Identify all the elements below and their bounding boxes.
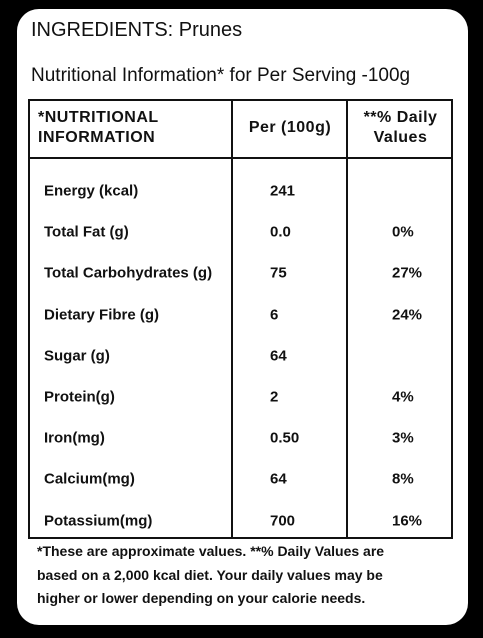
- daily-value: 24%: [392, 306, 423, 324]
- nutrient-name: Potassium(mg): [44, 512, 153, 530]
- per-100g: 0.0: [270, 223, 291, 241]
- nutrition-table: *NUTRITIONAL INFORMATION Per (100g) **% Da…: [28, 99, 453, 539]
- header-divider: [30, 157, 451, 159]
- footnote: higher or lower depending on your calori…: [37, 590, 366, 606]
- nutrient-name: Energy (kcal): [44, 182, 139, 200]
- column-header: **% Daily Values: [363, 109, 438, 146]
- ingredients: INGREDIENTS: Prunes: [31, 19, 243, 41]
- daily-value: 27%: [392, 264, 423, 282]
- column-divider: [231, 101, 233, 537]
- column-header: *NUTRITIONAL INFORMATION: [38, 109, 159, 146]
- column-header: Per (100g): [248, 119, 332, 136]
- nutrient-name: Dietary Fibre (g): [44, 306, 160, 324]
- daily-value: 4%: [392, 388, 414, 406]
- subtitle: Nutritional Information* for Per Serving…: [31, 65, 411, 86]
- column-divider: [346, 101, 348, 537]
- nutrient-name: Total Fat (g): [44, 223, 129, 241]
- daily-value: 16%: [392, 512, 423, 530]
- nutrient-name: Calcium(mg): [44, 470, 135, 488]
- per-100g: 0.50: [270, 429, 300, 447]
- per-100g: 6: [270, 306, 279, 324]
- nutrient-name: Iron(mg): [44, 429, 105, 447]
- nutrient-name: Sugar (g): [44, 347, 110, 365]
- footnote: *These are approximate values. **% Daily…: [37, 543, 385, 559]
- daily-value: 3%: [392, 429, 414, 447]
- daily-value: 0%: [392, 223, 414, 241]
- per-100g: 75: [270, 264, 287, 282]
- per-100g: 64: [270, 347, 287, 365]
- per-100g: 700: [270, 512, 296, 530]
- per-100g: 2: [270, 388, 279, 406]
- nutrient-name: Protein(g): [44, 388, 115, 406]
- label-panel: INGREDIENTS: Prunes Nutritional Informat…: [17, 9, 468, 625]
- daily-value: 8%: [392, 470, 414, 488]
- per-100g: 64: [270, 470, 287, 488]
- per-100g: 241: [270, 182, 296, 200]
- nutrient-name: Total Carbohydrates (g): [44, 264, 213, 282]
- footnote: based on a 2,000 kcal diet. Your daily v…: [37, 566, 383, 583]
